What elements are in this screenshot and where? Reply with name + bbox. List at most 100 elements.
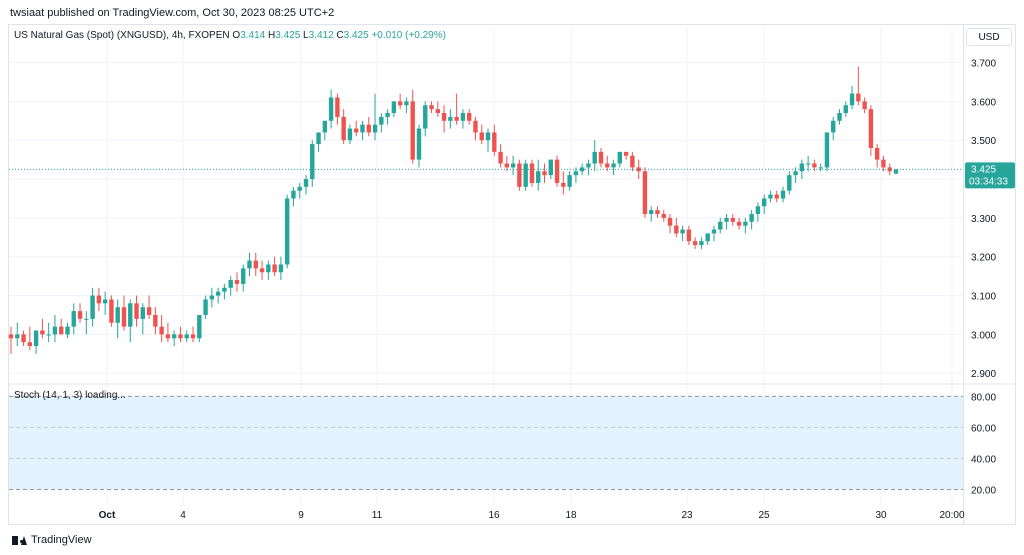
candle-body bbox=[655, 210, 660, 214]
x-tick-label: 9 bbox=[298, 510, 304, 521]
candle-body bbox=[71, 311, 76, 327]
y-tick-label: 3.600 bbox=[971, 97, 996, 108]
stoch-tick-label: 40.00 bbox=[971, 454, 996, 465]
candle-body bbox=[335, 97, 340, 117]
candle-body bbox=[209, 295, 215, 300]
x-tick-label: 18 bbox=[565, 510, 577, 521]
candle-body bbox=[410, 101, 415, 160]
legend-open: O3.414 bbox=[232, 30, 266, 41]
candle-body bbox=[140, 307, 146, 319]
price-axis-panel[interactable] bbox=[964, 24, 1016, 525]
candle-body bbox=[448, 116, 453, 121]
candle-body bbox=[146, 307, 152, 315]
candle-body bbox=[598, 151, 604, 164]
symbol-title[interactable]: US Natural Gas (Spot) (XNGUSD), 4h, FXOP… bbox=[14, 30, 230, 41]
candle-body bbox=[203, 299, 208, 315]
candle-body bbox=[674, 225, 679, 234]
symbol-legend: US Natural Gas (Spot) (XNGUSD), 4h, FXOP… bbox=[14, 30, 446, 41]
stoch-band bbox=[9, 396, 963, 490]
candle-body bbox=[818, 167, 823, 169]
candle-body bbox=[153, 314, 158, 327]
last-price-badge bbox=[965, 162, 1015, 189]
candle-body bbox=[404, 101, 409, 106]
chart-frame[interactable] bbox=[8, 24, 964, 525]
candle-body bbox=[379, 116, 384, 125]
candle-body bbox=[736, 221, 742, 226]
candle-body bbox=[730, 217, 736, 222]
tradingview-logo[interactable]: TradingView bbox=[12, 534, 92, 546]
candle-body bbox=[874, 147, 880, 160]
candle-body bbox=[278, 264, 284, 273]
candle-body bbox=[460, 113, 466, 121]
candle-body bbox=[15, 334, 20, 339]
candle-body bbox=[623, 151, 629, 156]
candle-body bbox=[680, 229, 685, 234]
candle-body bbox=[630, 155, 635, 168]
stoch-indicator-label[interactable]: Stoch (14, 1, 3) loading... bbox=[14, 390, 126, 401]
candle-body bbox=[259, 268, 265, 273]
candle-body bbox=[479, 132, 484, 141]
candle-body bbox=[253, 260, 258, 269]
candle-body bbox=[416, 128, 422, 160]
candle-body bbox=[165, 334, 171, 339]
candle-body bbox=[171, 334, 177, 339]
x-tick-label: 20:00 bbox=[939, 510, 964, 521]
candle-body bbox=[354, 128, 359, 133]
candle-body bbox=[197, 314, 202, 339]
candle-body bbox=[485, 132, 491, 141]
candle-body bbox=[849, 93, 855, 106]
candle-body bbox=[134, 303, 139, 319]
candle-body bbox=[787, 175, 792, 191]
candle-body bbox=[831, 120, 836, 133]
stoch-tick-label: 20.00 bbox=[971, 485, 996, 496]
candle-body bbox=[724, 217, 729, 222]
candle-body bbox=[77, 311, 83, 319]
candle-body bbox=[65, 326, 70, 335]
candle-body bbox=[561, 182, 566, 187]
candle-body bbox=[102, 299, 108, 304]
stoch-tick-label: 80.00 bbox=[971, 392, 996, 403]
candle-body bbox=[310, 144, 315, 180]
legend-change: +0.010 (+0.29%) bbox=[371, 30, 446, 41]
y-tick-label: 3.100 bbox=[971, 292, 996, 303]
tradingview-brand-text: TradingView bbox=[31, 534, 92, 546]
candle-body bbox=[617, 151, 623, 164]
candle-body bbox=[573, 171, 579, 176]
candle-body bbox=[699, 241, 704, 246]
last-price-value: 3.425 bbox=[971, 164, 996, 175]
x-tick-label: 23 bbox=[681, 510, 693, 521]
candle-body bbox=[887, 167, 892, 172]
candle-body bbox=[768, 194, 773, 199]
candle-body bbox=[322, 120, 328, 133]
candle-body bbox=[812, 163, 817, 168]
candle-body bbox=[96, 295, 102, 304]
candle-body bbox=[605, 163, 610, 168]
candle-body bbox=[8, 334, 14, 339]
candle-body bbox=[793, 171, 798, 176]
candle-body bbox=[385, 113, 390, 117]
candle-body bbox=[27, 342, 33, 347]
x-tick-label: 11 bbox=[372, 510, 383, 521]
legend-low: L3.412 bbox=[303, 30, 334, 41]
candle-body bbox=[291, 190, 296, 199]
candle-body bbox=[441, 113, 447, 121]
candle-body bbox=[523, 163, 528, 187]
candle-body bbox=[159, 326, 164, 335]
candle-body bbox=[372, 124, 378, 133]
candle-body bbox=[893, 169, 899, 174]
candle-body bbox=[241, 268, 246, 284]
candle-body bbox=[636, 167, 641, 172]
candle-body bbox=[128, 303, 133, 327]
candle-body bbox=[586, 163, 591, 168]
candle-body bbox=[90, 295, 95, 319]
legend-high: H3.425 bbox=[268, 30, 301, 41]
candle-body bbox=[504, 163, 510, 168]
candle-body bbox=[429, 105, 434, 110]
candle-body bbox=[272, 264, 277, 273]
candle-body bbox=[837, 113, 842, 121]
candle-body bbox=[868, 109, 874, 148]
x-tick-label: 25 bbox=[758, 510, 770, 521]
candle-body bbox=[649, 210, 654, 214]
currency-button[interactable]: USD bbox=[966, 28, 1012, 46]
